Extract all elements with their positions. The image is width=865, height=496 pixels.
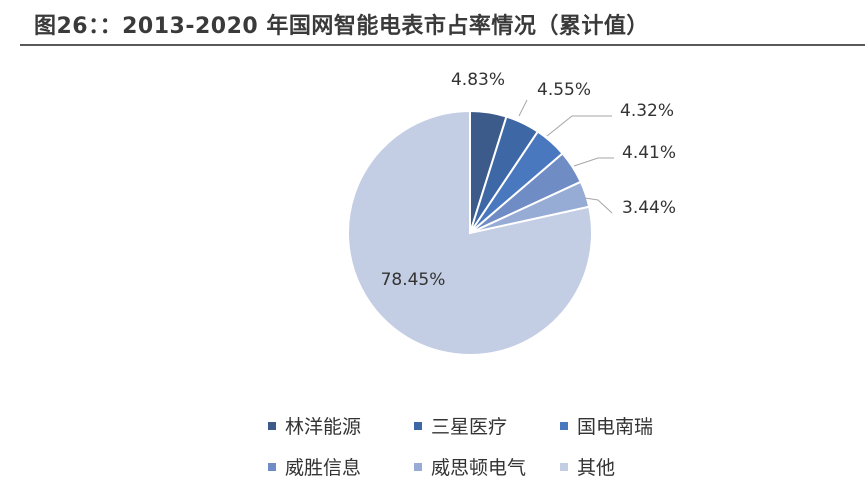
legend-label: 威思顿电气 bbox=[431, 457, 527, 479]
leader-line bbox=[518, 99, 528, 117]
chart-title: 图26：：2013-2020 年国网智能电表市占率情况（累计值） bbox=[34, 14, 649, 39]
legend-label: 林洋能源 bbox=[285, 416, 362, 438]
legend-swatch bbox=[560, 421, 568, 430]
legend: 林洋能源 三星医疗 国电南瑞 威胜信息 威思顿电气 其他 bbox=[268, 412, 708, 480]
pie-chart: 4.83% 4.55% 4.32% 4.41% 3.44% 78.45% bbox=[347, 70, 676, 356]
leader-lines bbox=[518, 99, 614, 214]
legend-label: 其他 bbox=[577, 457, 616, 479]
legend-label: 国电南瑞 bbox=[577, 416, 654, 438]
data-label: 3.44% bbox=[622, 198, 676, 218]
legend-item: 其他 bbox=[560, 453, 706, 480]
pie-slice bbox=[347, 109, 593, 356]
legend-swatch bbox=[414, 421, 422, 430]
legend-swatch bbox=[268, 421, 276, 430]
legend-item: 林洋能源 bbox=[268, 412, 414, 439]
legend-item: 威胜信息 bbox=[268, 453, 414, 480]
legend-item: 国电南瑞 bbox=[560, 412, 706, 439]
legend-label: 威胜信息 bbox=[285, 457, 362, 479]
data-label: 4.41% bbox=[622, 143, 676, 163]
data-label: 4.32% bbox=[620, 101, 674, 121]
leader-line bbox=[584, 197, 613, 214]
legend-item: 威思顿电气 bbox=[414, 453, 560, 480]
legend-swatch bbox=[268, 462, 276, 471]
title-underline bbox=[20, 44, 865, 46]
legend-label: 三星医疗 bbox=[431, 416, 508, 438]
data-labels: 4.83% 4.55% 4.32% 4.41% 3.44% 78.45% bbox=[381, 70, 676, 290]
leader-line bbox=[573, 157, 614, 167]
data-label: 4.55% bbox=[537, 80, 591, 100]
legend-swatch bbox=[414, 462, 422, 471]
leader-line bbox=[546, 115, 612, 137]
data-label: 78.45% bbox=[381, 270, 446, 290]
legend-item: 三星医疗 bbox=[414, 412, 560, 439]
data-label: 4.83% bbox=[451, 70, 505, 90]
pie-slices bbox=[347, 109, 593, 356]
legend-swatch bbox=[560, 462, 568, 471]
